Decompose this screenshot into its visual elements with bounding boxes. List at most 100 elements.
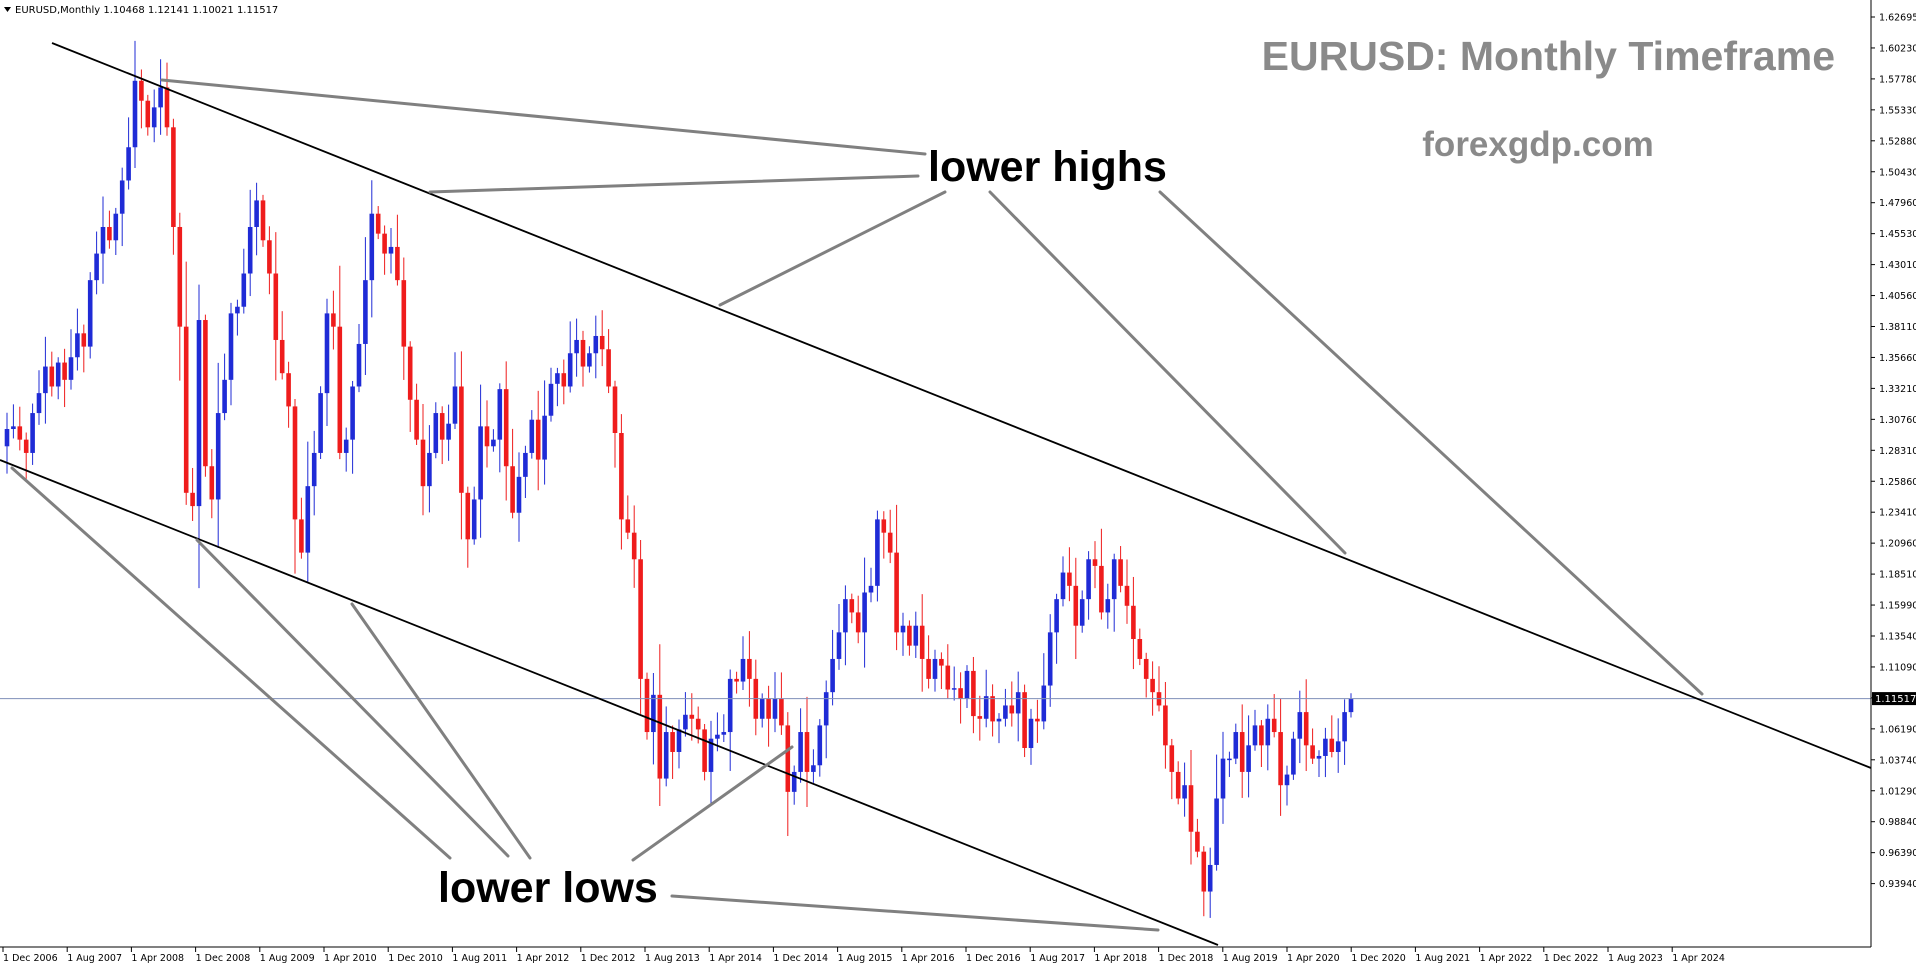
candle (1188, 750, 1194, 865)
candle (945, 644, 951, 699)
candle-body (875, 519, 880, 586)
candle (1291, 731, 1296, 780)
candle-body (683, 714, 688, 730)
candle-body (644, 678, 650, 733)
candle-body (119, 180, 125, 214)
candle (49, 351, 55, 397)
candle-body (183, 326, 189, 493)
candle-body (311, 452, 317, 487)
candle (868, 567, 874, 603)
candle-body (503, 389, 509, 467)
x-tick-label: 1 Apr 2012 (517, 953, 570, 964)
x-tick-label: 1 Apr 2008 (131, 953, 184, 964)
y-tick-label: 0.96390 (1879, 848, 1916, 859)
candle-body (196, 320, 202, 507)
candle-body (407, 346, 413, 400)
y-tick-label: 0.93940 (1879, 879, 1916, 890)
candle (420, 403, 426, 516)
candle (503, 361, 509, 501)
y-tick-label: 1.50430 (1879, 167, 1916, 178)
x-tick-label: 1 Aug 2017 (1030, 953, 1085, 964)
candle (1195, 818, 1200, 858)
triangle-down-icon[interactable] (4, 7, 11, 12)
candle (1335, 718, 1341, 773)
candle-body (1150, 678, 1155, 693)
candle-body (388, 246, 394, 254)
candle (1175, 761, 1181, 805)
candle (638, 539, 643, 714)
lower-lows-label: lower lows (438, 864, 658, 912)
candle-body (318, 393, 323, 453)
x-tick-label: 1 Dec 2014 (773, 953, 828, 964)
candle (1323, 727, 1328, 778)
candle (1169, 738, 1175, 800)
candle-body (1028, 718, 1034, 748)
candle-body (574, 339, 579, 354)
candle (388, 227, 394, 274)
candle (331, 290, 336, 350)
candle (939, 652, 944, 690)
candle-body (542, 415, 547, 460)
candle-body (555, 373, 560, 384)
candle (439, 406, 445, 465)
candle (17, 406, 23, 451)
x-tick-label: 1 Dec 2016 (966, 953, 1021, 964)
candle-body (356, 343, 362, 387)
candle-body (235, 306, 240, 314)
candle (830, 629, 835, 706)
candle (171, 118, 176, 255)
candle (311, 430, 317, 516)
pointer-line (988, 190, 1347, 555)
candle (36, 370, 42, 425)
candle (401, 257, 407, 380)
candle-body (382, 233, 387, 254)
chart-info-label: EURUSD,Monthly 1.10468 1.12141 1.10021 1… (15, 5, 278, 16)
candle-body (151, 107, 157, 128)
candle (11, 404, 16, 439)
candle (599, 310, 605, 367)
candle (977, 695, 983, 741)
candle (542, 380, 547, 485)
candle (555, 367, 560, 407)
candle-body (1060, 572, 1066, 600)
candle-body (107, 226, 112, 241)
candle-body (567, 353, 573, 387)
site-label: forexgdp.com (1422, 125, 1653, 164)
x-tick-label: 1 Aug 2021 (1415, 953, 1470, 964)
candle-body (439, 413, 445, 440)
candle-body (55, 362, 61, 387)
candle-body (702, 729, 707, 772)
candle-body (926, 658, 931, 679)
candle (1342, 699, 1347, 765)
candle-body (1297, 712, 1303, 739)
candle (1079, 590, 1085, 633)
candle-body (1163, 705, 1168, 746)
candle (779, 672, 784, 735)
candle (43, 336, 48, 424)
candle (561, 359, 567, 405)
candle (395, 214, 400, 286)
y-tick-label: 1.20960 (1879, 539, 1916, 550)
candle (94, 231, 99, 295)
candle (196, 284, 202, 589)
candle (1252, 709, 1258, 751)
candle (919, 594, 925, 692)
x-tick-label: 1 Dec 2010 (388, 953, 443, 964)
candle-body (1086, 559, 1091, 600)
candle-body (324, 313, 330, 394)
candle-body (452, 386, 458, 424)
candle (247, 189, 253, 297)
candle-body (36, 393, 42, 414)
candle-body (817, 725, 823, 766)
candle-body (1188, 785, 1194, 832)
current-price-tag: 1.11517 (1872, 692, 1916, 706)
candle (523, 445, 528, 499)
candle-body (203, 320, 208, 467)
pointer-line (1158, 190, 1704, 696)
candle (132, 40, 138, 169)
candle (734, 671, 739, 694)
candle (689, 693, 695, 741)
candle (996, 713, 1002, 744)
candle (951, 666, 957, 701)
candle-body (414, 399, 419, 440)
